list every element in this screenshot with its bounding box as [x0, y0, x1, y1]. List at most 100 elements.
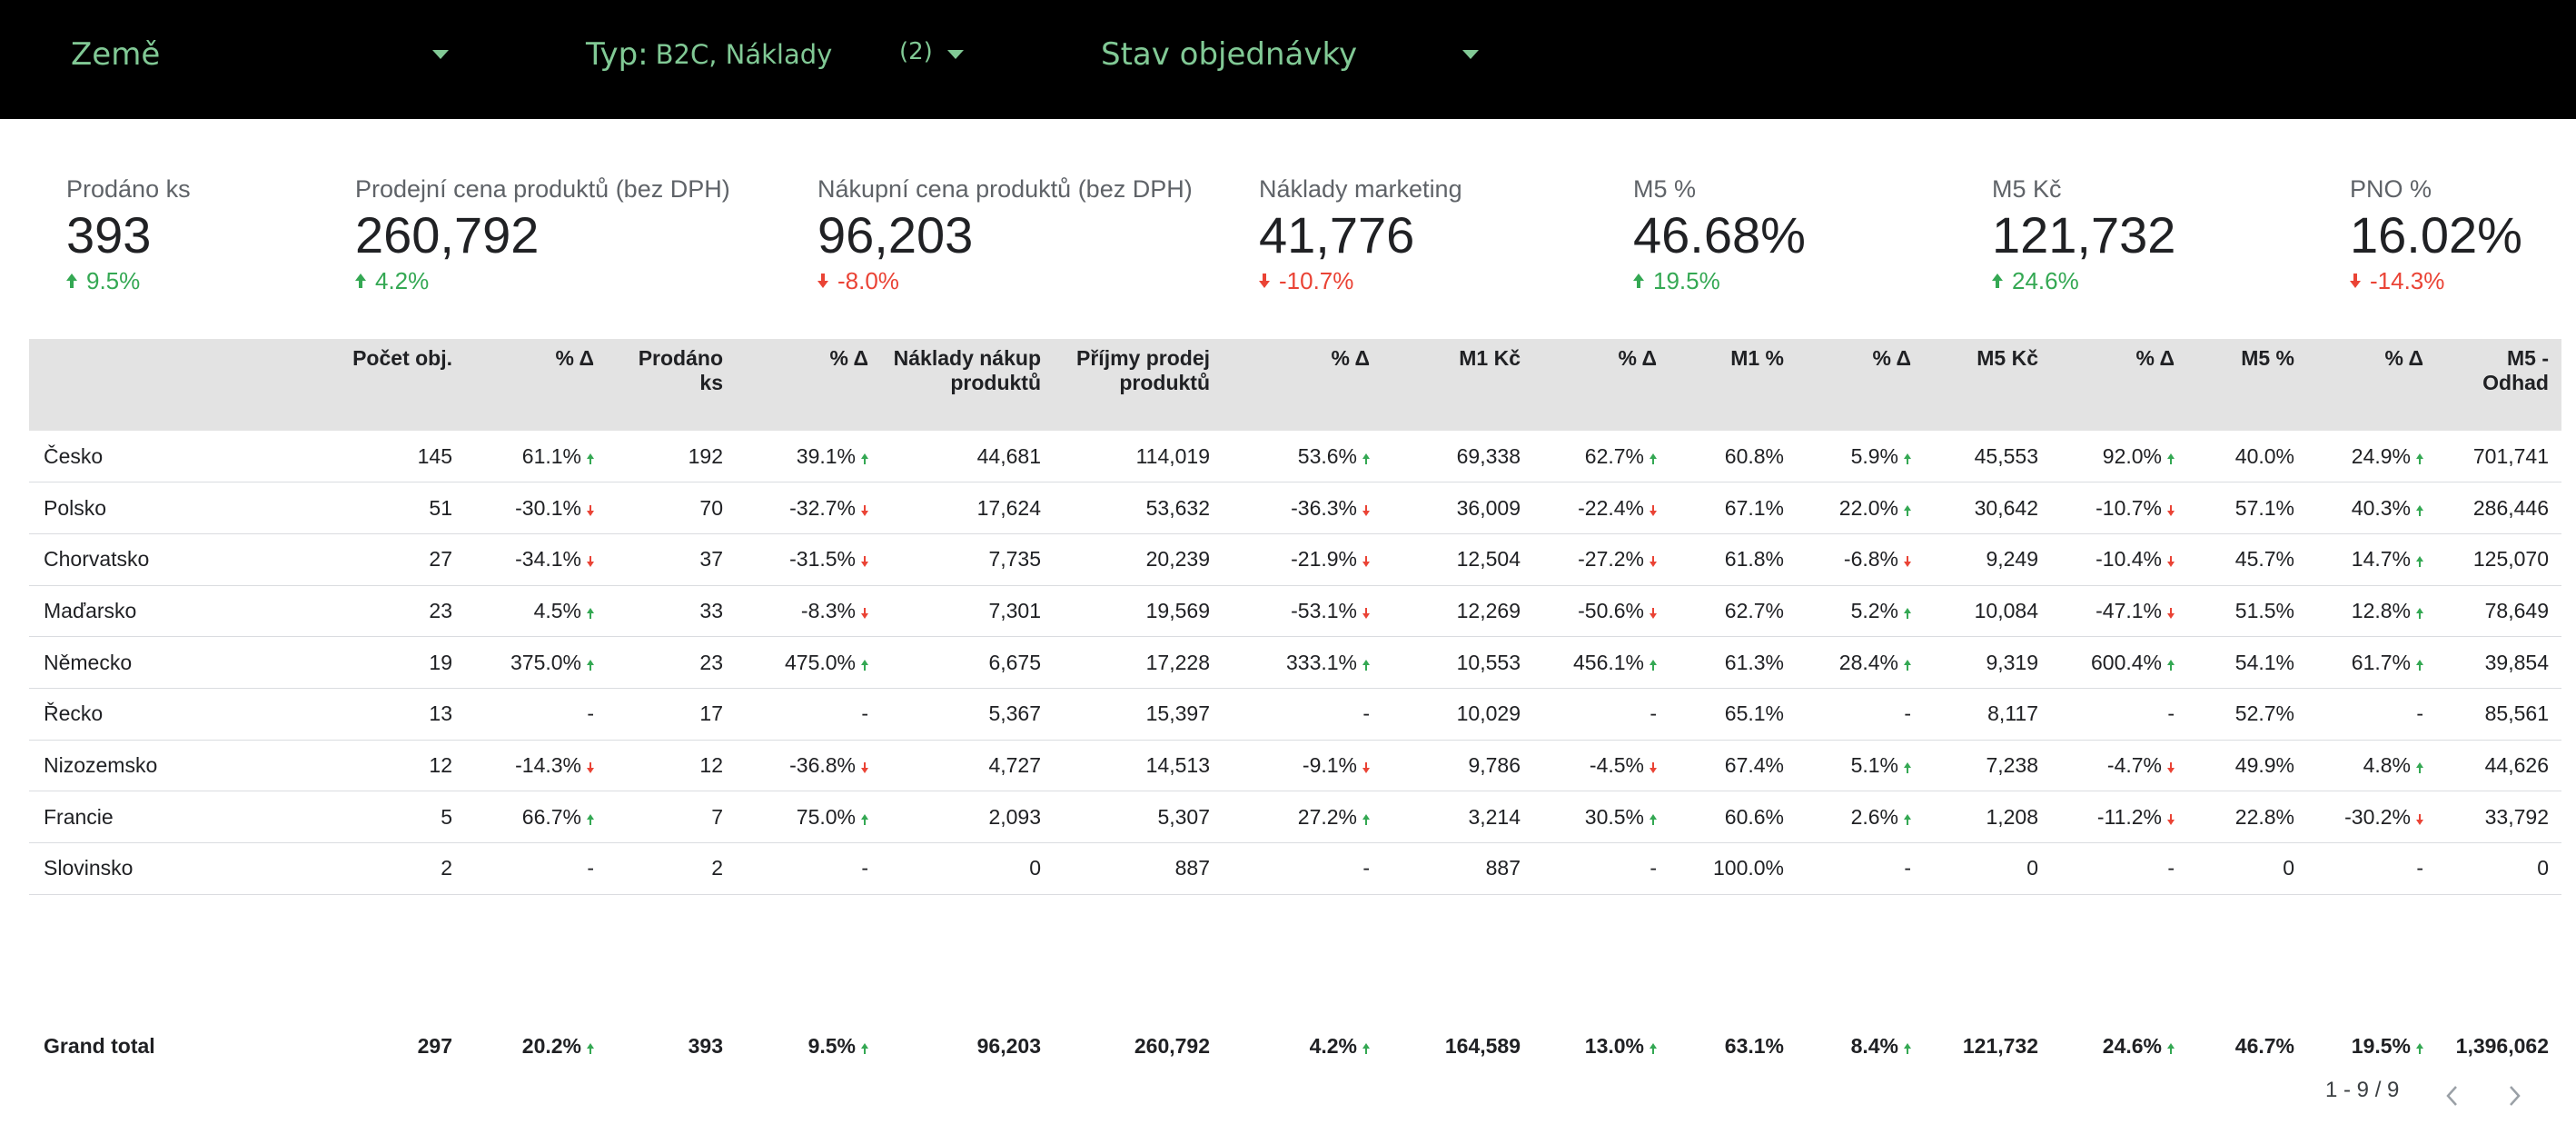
cell-value: 67.1%: [1724, 495, 1784, 520]
next-page-button[interactable]: [2503, 1083, 2525, 1109]
arrow-down-icon: [817, 274, 828, 288]
arrow-down-icon: [587, 504, 594, 516]
table-row[interactable]: Chorvatsko 27 -34.1% 37 -31.5% 7,735 20,239 -21…: [29, 533, 2561, 586]
arrow-up-icon: [1362, 453, 1370, 464]
table-row[interactable]: Řecko 13 - 17 - 5,367 15,397 - 10,029 - 65.1% - 8,11…: [29, 688, 2561, 741]
table-cell: -4.5%: [1533, 740, 1669, 791]
table-row[interactable]: Maďarsko 23 4.5% 33 -8.3% 7,301 19,569 -53.1% 12…: [29, 585, 2561, 637]
cell-value: -47.1%: [2095, 598, 2162, 622]
cell-value: -36.8%: [789, 752, 856, 777]
column-header[interactable]: Počet obj.: [352, 346, 452, 370]
table-cell: 7: [607, 791, 736, 843]
cell-value: 375.0%: [510, 650, 581, 674]
column-header[interactable]: M5 %: [2241, 346, 2294, 370]
table-row[interactable]: Francie 5 66.7% 7 75.0% 2,093 5,307 27.2% 3,214 3…: [29, 791, 2561, 843]
kpi-marketing-costs: Náklady marketing 41,776 -10.7%: [1259, 173, 1462, 296]
cell-value: 6,675: [988, 650, 1041, 674]
cell-value: 61.8%: [1724, 547, 1784, 572]
arrow-down-icon: [2167, 607, 2175, 619]
table-cell: 85,561: [2436, 688, 2561, 740]
column-header[interactable]: Příjmy prodej produktů: [1076, 346, 1210, 394]
table-cell: -36.3%: [1223, 482, 1382, 534]
cell-value: 44,626: [2484, 752, 2549, 777]
cell-value: -30.1%: [515, 495, 581, 520]
table-cell: 0: [881, 843, 1054, 895]
row-label-cell: Slovinsko: [29, 843, 320, 895]
cell-value: 9,319: [1986, 650, 2038, 674]
kpi-pno-percent: PNO % 16.02% -14.3%: [2350, 173, 2522, 296]
cell-value: 17,624: [976, 495, 1041, 520]
chevron-left-icon: [2446, 1086, 2457, 1106]
cell-value: -53.1%: [1291, 598, 1357, 622]
table-row[interactable]: Nizozemsko 12 -14.3% 12 -36.8% 4,727 14,513 -9.…: [29, 740, 2561, 791]
column-header[interactable]: M1 Kč: [1459, 346, 1521, 370]
table-cell: 67.1%: [1669, 482, 1797, 534]
column-header[interactable]: % Δ: [2384, 346, 2423, 370]
cell-value: Slovinsko: [44, 856, 134, 880]
table-cell: -: [736, 688, 881, 740]
table-cell: 0: [2187, 843, 2307, 895]
table-row[interactable]: Slovinsko 2 - 2 - 0 887 - 887 - 100.0% - 0 - 0 - 0: [29, 843, 2561, 895]
order-status-filter[interactable]: Stav objednávky: [1101, 27, 1482, 82]
grand-total-table: Grand total 297 20.2% 393 9.5% 96,203 260,792 4…: [29, 1025, 2561, 1067]
table-cell: 4,727: [881, 740, 1054, 791]
country-table: Počet obj. % Δ Prodáno ks % Δ Náklady ná…: [29, 339, 2561, 895]
country-filter[interactable]: Země: [71, 27, 452, 82]
table-cell: 19: [320, 637, 465, 689]
table-cell: -36.8%: [736, 740, 881, 791]
table-cell: 20,239: [1054, 533, 1223, 585]
cell-value: 3,214: [1468, 804, 1521, 829]
table-row[interactable]: Německo 19 375.0% 23 475.0% 6,675 17,228 333.1%…: [29, 637, 2561, 689]
table-cell: 61.1%: [465, 431, 607, 482]
column-header[interactable]: M1 %: [1730, 346, 1784, 370]
cell-value: 14.7%: [2351, 547, 2411, 572]
table-cell: 22.8%: [2187, 791, 2307, 843]
cell-value: 7,238: [1986, 752, 2038, 777]
arrow-up-icon: [2416, 659, 2423, 671]
table-cell: 28.4%: [1797, 637, 1924, 689]
column-header[interactable]: % Δ: [829, 346, 868, 370]
column-header[interactable]: % Δ: [2135, 346, 2175, 370]
cell-value: 65.1%: [1724, 701, 1784, 726]
chevron-down-icon[interactable]: [1462, 50, 1479, 59]
table-cell: 75.0%: [736, 791, 881, 843]
previous-page-button[interactable]: [2442, 1083, 2463, 1109]
cell-value: 297: [417, 1033, 452, 1058]
kpi-purchase-price: Nákupní cena produktů (bez DPH) 96,203 -…: [817, 173, 1193, 296]
column-header[interactable]: M5 - Odhad: [2482, 346, 2549, 394]
cell-value: Chorvatsko: [44, 547, 150, 572]
table-cell: 7,301: [881, 585, 1054, 637]
cell-value: 46.7%: [2234, 1033, 2294, 1058]
table-cell: -10.7%: [2051, 482, 2187, 534]
column-header[interactable]: % Δ: [1872, 346, 1911, 370]
chevron-down-icon[interactable]: [432, 50, 449, 59]
cell-value: 30.5%: [1584, 804, 1644, 829]
column-header[interactable]: % Δ: [555, 346, 594, 370]
table-cell: 297: [320, 1025, 465, 1067]
cell-value: 51.5%: [2234, 598, 2294, 622]
kpi-label: Prodejní cena produktů (bez DPH): [355, 175, 730, 203]
table-row[interactable]: Polsko 51 -30.1% 70 -32.7% 17,624 53,632 -36.3%…: [29, 482, 2561, 534]
type-filter[interactable]: Typ: B2C, Náklady (2): [586, 27, 967, 82]
cell-value: 39,854: [2484, 650, 2549, 674]
cell-value: 9,249: [1986, 547, 2038, 572]
arrow-up-icon: [1362, 659, 1370, 671]
table-row[interactable]: Česko 145 61.1% 192 39.1% 44,681 114,019 53.6% 6…: [29, 431, 2561, 482]
column-header[interactable]: % Δ: [1618, 346, 1657, 370]
column-header[interactable]: % Δ: [1331, 346, 1370, 370]
table-cell: 2: [607, 843, 736, 895]
arrow-up-icon: [2416, 453, 2423, 464]
column-header[interactable]: M5 Kč: [1977, 346, 2038, 370]
cell-value: 5.2%: [1850, 598, 1898, 622]
country-filter-label: Země: [71, 36, 161, 73]
table-cell: 17: [607, 688, 736, 740]
arrow-up-icon: [1904, 453, 1911, 464]
column-header[interactable]: Prodáno ks: [638, 346, 723, 394]
table-cell: -27.2%: [1533, 533, 1669, 585]
table-cell: 12: [607, 740, 736, 791]
chevron-down-icon[interactable]: [947, 50, 964, 59]
column-header[interactable]: Náklady nákup produktů: [893, 346, 1041, 394]
arrow-up-icon: [2167, 1042, 2175, 1054]
arrow-down-icon: [2167, 761, 2175, 773]
column-header[interactable]: [29, 339, 320, 431]
